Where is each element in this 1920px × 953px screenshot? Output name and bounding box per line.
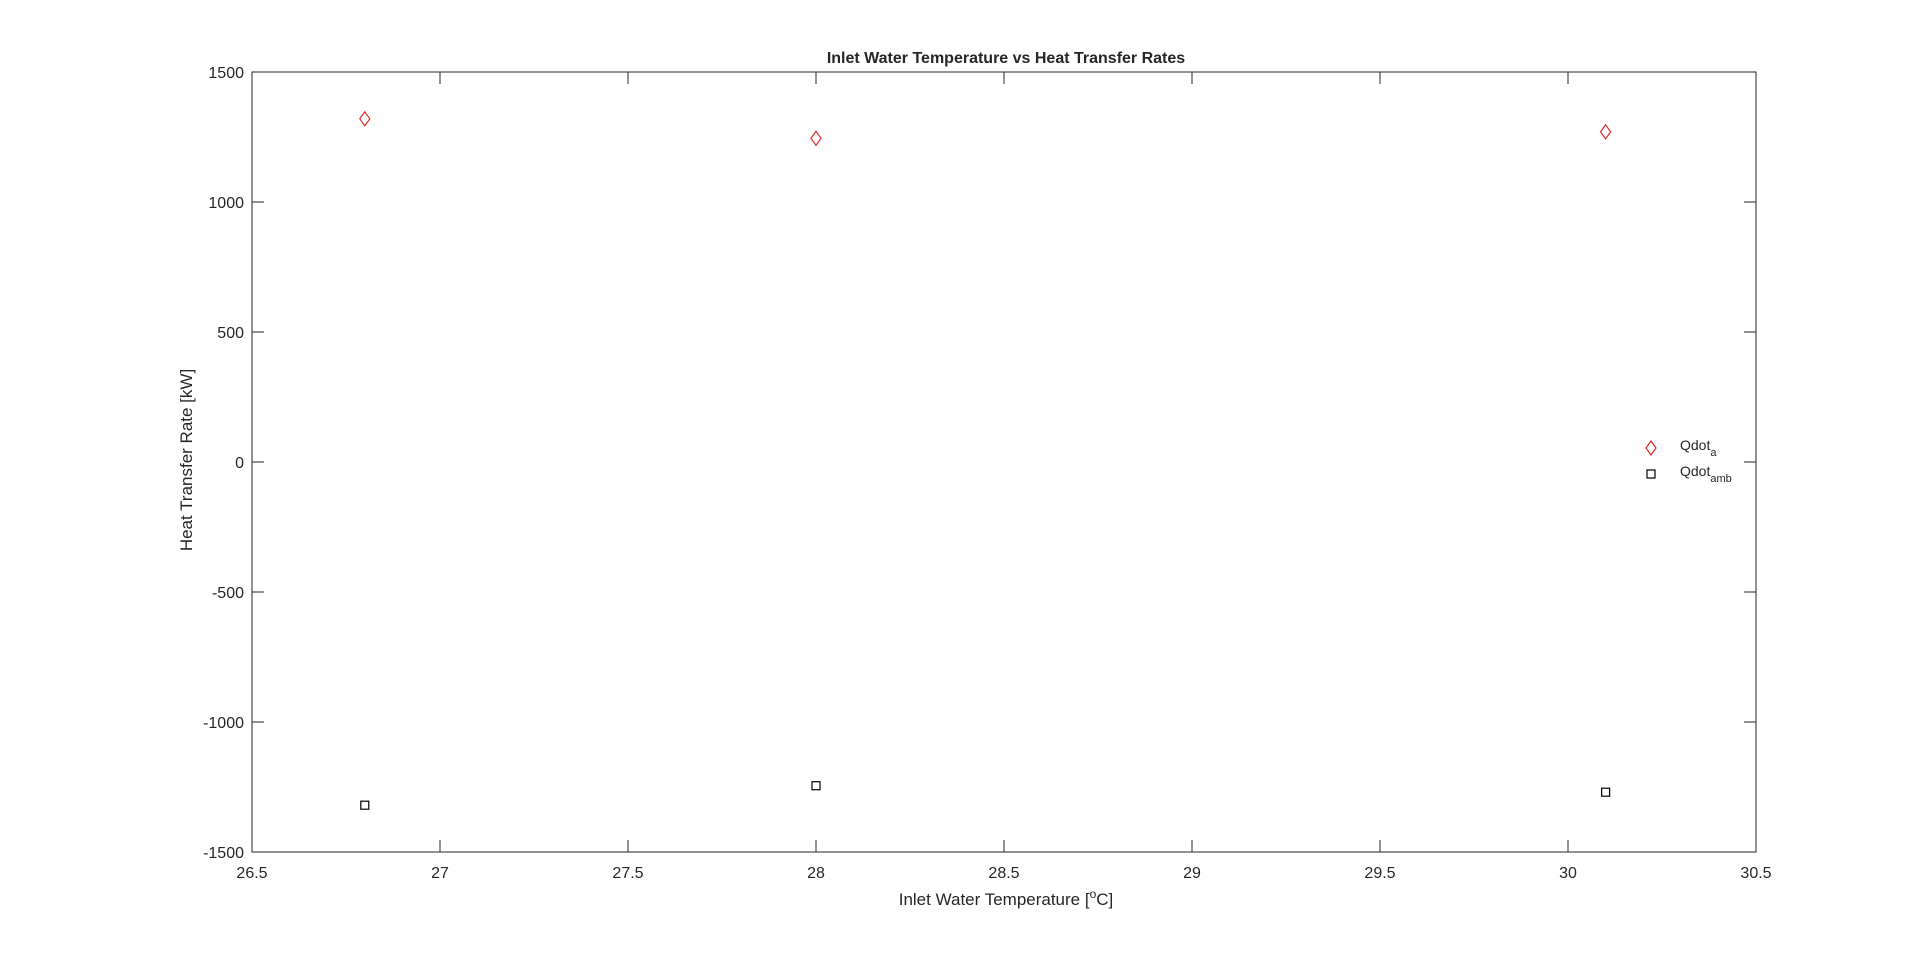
y-tick-label: -500	[212, 585, 244, 602]
x-tick-label: 26.5	[236, 865, 267, 882]
x-axis-label: Inlet Water Temperature [oC]	[899, 887, 1114, 909]
legend-label-1: Qdota	[1680, 437, 1717, 459]
legend-label-2: Qdotamb	[1680, 463, 1732, 485]
axes: 26.5 27 27.5 28 28.5 29 29.5 30 30.5 -1500 -1000 -5…	[203, 65, 1772, 882]
x-tick-label: 30.5	[1740, 865, 1771, 882]
legend-label-1-main: Qdot	[1680, 437, 1710, 453]
x-tick-label: 27	[431, 865, 449, 882]
y-tick-label: 1000	[208, 195, 244, 212]
x-tick-label: 28.5	[988, 865, 1019, 882]
legend-marker-1	[1645, 439, 1657, 457]
x-tick-label: 29	[1183, 865, 1201, 882]
chart-title: Inlet Water Temperature vs Heat Transfer…	[827, 50, 1185, 67]
series-2-point	[360, 800, 370, 810]
x-tick-label: 29.5	[1364, 865, 1395, 882]
legend-label-2-main: Qdot	[1680, 463, 1710, 479]
x-tick-label: 28	[807, 865, 825, 882]
x-axis-label-superscript: o	[1090, 887, 1097, 901]
y-tick-label: 1500	[208, 65, 244, 82]
y-tick-label: -1500	[203, 845, 244, 862]
y-tick-label: 500	[217, 325, 244, 342]
x-axis-label-end: C]	[1096, 890, 1113, 909]
legend-marker-2	[1646, 469, 1656, 479]
series-2-point	[1600, 787, 1611, 797]
plot-frame	[251, 71, 1757, 853]
series-1-point	[359, 110, 371, 127]
x-tick-label: 27.5	[612, 865, 643, 882]
y-tick-label: 0	[235, 455, 244, 472]
legend-label-1-subscript: a	[1710, 447, 1717, 459]
y-axis-label: Heat Transfer Rate [kW]	[177, 369, 196, 551]
y-tick-label: -1000	[203, 715, 244, 732]
data-marks	[359, 110, 1612, 810]
x-axis-label-main: Inlet Water Temperature [	[899, 890, 1090, 909]
x-tick-label: 30	[1559, 865, 1577, 882]
series-1-point	[810, 130, 822, 147]
series-2-point	[811, 781, 821, 791]
series-1-point	[1599, 123, 1612, 140]
legend-label-2-subscript: amb	[1710, 473, 1731, 485]
